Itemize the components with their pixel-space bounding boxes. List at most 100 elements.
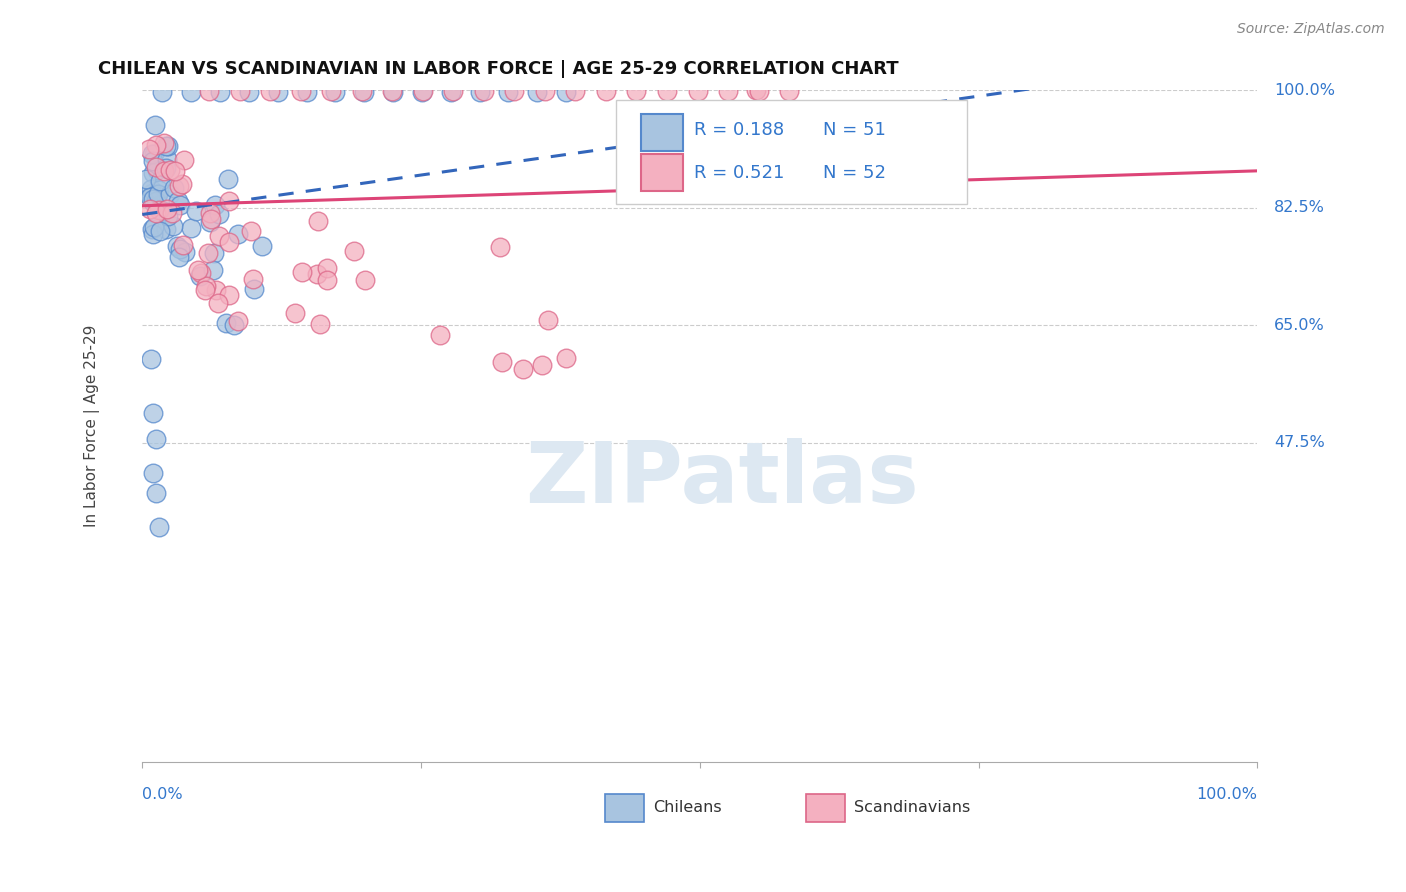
Text: 0.0%: 0.0% xyxy=(142,787,183,802)
Point xyxy=(149,174,172,188)
Point xyxy=(429,327,451,342)
Point xyxy=(267,85,290,99)
Point xyxy=(172,238,194,252)
Point xyxy=(198,84,221,98)
Point xyxy=(156,139,179,153)
Point xyxy=(202,246,225,260)
Point xyxy=(290,84,312,98)
FancyBboxPatch shape xyxy=(616,100,967,204)
Point xyxy=(145,206,167,220)
Point xyxy=(204,284,226,298)
Point xyxy=(217,172,239,186)
Point xyxy=(142,195,165,210)
Point xyxy=(534,84,557,98)
Point xyxy=(198,206,221,220)
Point xyxy=(160,206,183,220)
Text: R = 0.188: R = 0.188 xyxy=(695,121,785,139)
Point xyxy=(686,84,709,98)
Point xyxy=(343,244,366,258)
Point xyxy=(655,84,678,98)
Point xyxy=(138,142,160,156)
Point xyxy=(315,261,337,276)
Point xyxy=(153,136,176,150)
Point xyxy=(207,296,229,310)
Point xyxy=(163,181,186,195)
Point xyxy=(162,219,184,233)
Point xyxy=(159,186,181,201)
Bar xyxy=(641,154,683,191)
Point xyxy=(778,84,800,98)
Point xyxy=(218,194,240,208)
Point xyxy=(440,85,463,99)
Point xyxy=(156,152,179,166)
Point xyxy=(135,172,157,186)
Point xyxy=(226,227,249,242)
Point xyxy=(295,85,318,99)
Point xyxy=(167,194,190,208)
Point xyxy=(526,85,548,99)
Point xyxy=(315,273,337,287)
Point xyxy=(218,235,240,249)
Point xyxy=(717,84,740,98)
Point xyxy=(184,204,207,219)
Point xyxy=(472,84,495,98)
Point xyxy=(194,283,217,297)
Point xyxy=(198,215,221,229)
Point xyxy=(188,268,211,283)
Text: N = 51: N = 51 xyxy=(823,121,886,139)
Text: 65.0%: 65.0% xyxy=(1274,318,1324,333)
Text: In Labor Force | Age 25-29: In Labor Force | Age 25-29 xyxy=(84,325,100,527)
Point xyxy=(626,84,648,98)
Point xyxy=(208,228,231,243)
Point xyxy=(468,85,491,99)
Point xyxy=(744,83,766,97)
Point xyxy=(145,194,167,209)
Point xyxy=(170,177,193,191)
Point xyxy=(141,166,163,180)
Point xyxy=(173,153,195,167)
Point xyxy=(141,351,163,366)
Text: 100.0%: 100.0% xyxy=(1197,787,1257,802)
Point xyxy=(167,250,190,264)
Point xyxy=(291,265,314,279)
Point xyxy=(411,85,433,99)
Point xyxy=(155,161,177,176)
Text: 82.5%: 82.5% xyxy=(1274,201,1324,215)
Point xyxy=(139,182,162,196)
Point xyxy=(222,318,245,332)
Point xyxy=(142,192,165,206)
Point xyxy=(156,210,179,224)
Point xyxy=(187,263,209,277)
Point xyxy=(491,355,513,369)
Point xyxy=(148,183,170,197)
Point xyxy=(145,137,167,152)
Point xyxy=(152,164,174,178)
Point xyxy=(441,84,464,98)
Point xyxy=(214,316,236,330)
Point xyxy=(152,204,174,219)
Text: ZIPatlas: ZIPatlas xyxy=(526,438,920,521)
Point xyxy=(180,85,202,99)
Bar xyxy=(641,114,683,151)
Point xyxy=(141,186,163,200)
Point xyxy=(555,85,578,99)
Point xyxy=(143,118,166,132)
Text: CHILEAN VS SCANDINAVIAN IN LABOR FORCE | AGE 25-29 CORRELATION CHART: CHILEAN VS SCANDINAVIAN IN LABOR FORCE |… xyxy=(98,60,898,78)
Point xyxy=(145,486,167,500)
Point xyxy=(381,84,404,98)
Point xyxy=(239,224,262,238)
Point xyxy=(229,84,252,98)
Point xyxy=(145,433,167,447)
Point xyxy=(209,85,232,99)
Point xyxy=(204,198,226,212)
Point xyxy=(146,186,169,201)
Point xyxy=(325,85,347,99)
Point xyxy=(353,85,375,99)
Text: Source: ZipAtlas.com: Source: ZipAtlas.com xyxy=(1237,22,1385,37)
Point xyxy=(142,147,165,161)
Point xyxy=(146,163,169,178)
Point xyxy=(498,85,520,99)
Point xyxy=(142,466,165,480)
Point xyxy=(412,84,434,98)
Point xyxy=(169,198,191,212)
